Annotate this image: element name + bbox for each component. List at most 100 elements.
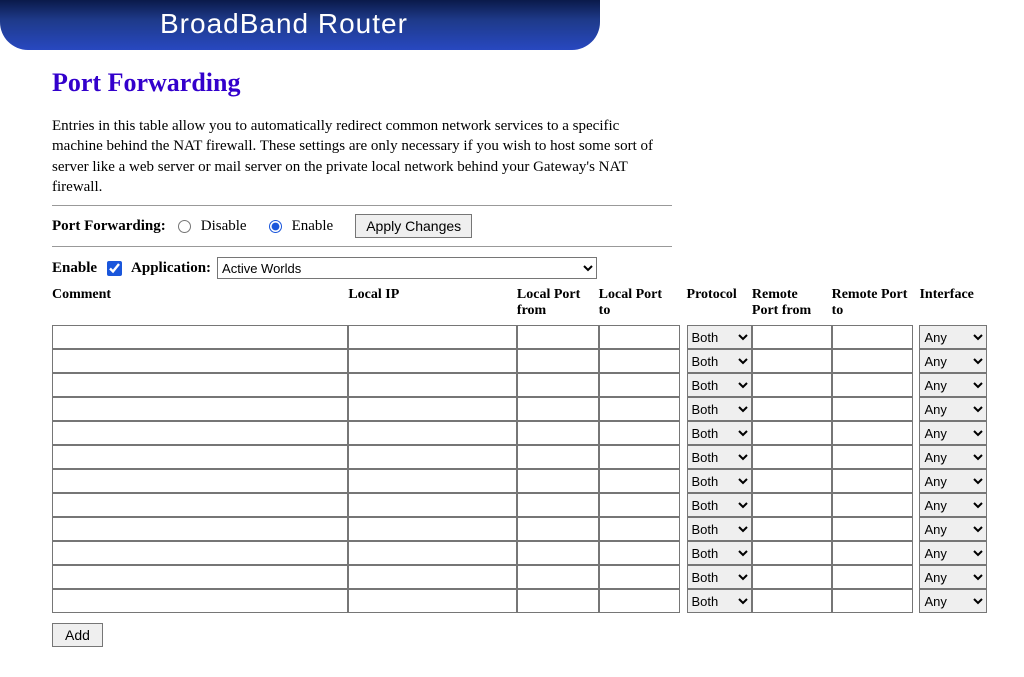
local-port-to-input[interactable] — [599, 469, 681, 493]
local-ip-input[interactable] — [348, 325, 517, 349]
local-port-from-input[interactable] — [517, 517, 599, 541]
local-ip-input[interactable] — [348, 565, 517, 589]
local-port-from-input[interactable] — [517, 589, 599, 613]
add-button[interactable]: Add — [52, 623, 103, 647]
comment-input[interactable] — [52, 589, 348, 613]
local-port-to-input[interactable] — [599, 517, 681, 541]
local-port-from-input[interactable] — [517, 541, 599, 565]
interface-select[interactable]: Any — [919, 397, 987, 421]
local-port-from-input[interactable] — [517, 469, 599, 493]
remote-port-from-input[interactable] — [752, 469, 832, 493]
local-ip-input[interactable] — [348, 493, 517, 517]
remote-port-from-input[interactable] — [752, 421, 832, 445]
local-ip-input[interactable] — [348, 589, 517, 613]
protocol-select[interactable]: Both — [687, 589, 752, 613]
local-ip-input[interactable] — [348, 349, 517, 373]
comment-input[interactable] — [52, 421, 348, 445]
comment-input[interactable] — [52, 445, 348, 469]
interface-select[interactable]: Any — [919, 373, 987, 397]
comment-input[interactable] — [52, 469, 348, 493]
local-ip-input[interactable] — [348, 397, 517, 421]
interface-select[interactable]: Any — [919, 349, 987, 373]
remote-port-to-input[interactable] — [832, 589, 914, 613]
disable-radio[interactable] — [178, 220, 191, 233]
local-port-from-input[interactable] — [517, 325, 599, 349]
protocol-select[interactable]: Both — [687, 325, 752, 349]
interface-select[interactable]: Any — [919, 541, 987, 565]
remote-port-to-input[interactable] — [832, 325, 914, 349]
comment-input[interactable] — [52, 325, 348, 349]
local-port-to-input[interactable] — [599, 493, 681, 517]
comment-input[interactable] — [52, 349, 348, 373]
local-port-from-input[interactable] — [517, 421, 599, 445]
enable-label[interactable]: Enable — [292, 218, 334, 235]
remote-port-to-input[interactable] — [832, 493, 914, 517]
protocol-select[interactable]: Both — [687, 397, 752, 421]
interface-select[interactable]: Any — [919, 325, 987, 349]
local-ip-input[interactable] — [348, 541, 517, 565]
local-port-to-input[interactable] — [599, 373, 681, 397]
local-ip-input[interactable] — [348, 469, 517, 493]
protocol-select[interactable]: Both — [687, 469, 752, 493]
remote-port-to-input[interactable] — [832, 349, 914, 373]
interface-select[interactable]: Any — [919, 589, 987, 613]
local-port-from-input[interactable] — [517, 445, 599, 469]
remote-port-from-input[interactable] — [752, 589, 832, 613]
local-port-from-input[interactable] — [517, 397, 599, 421]
remote-port-from-input[interactable] — [752, 493, 832, 517]
protocol-select[interactable]: Both — [687, 517, 752, 541]
remote-port-from-input[interactable] — [752, 325, 832, 349]
local-port-from-input[interactable] — [517, 373, 599, 397]
local-port-from-input[interactable] — [517, 565, 599, 589]
protocol-select[interactable]: Both — [687, 541, 752, 565]
local-ip-input[interactable] — [348, 373, 517, 397]
enable-checkbox[interactable] — [107, 261, 122, 276]
local-port-to-input[interactable] — [599, 349, 681, 373]
protocol-select[interactable]: Both — [687, 493, 752, 517]
interface-select[interactable]: Any — [919, 469, 987, 493]
comment-input[interactable] — [52, 517, 348, 541]
remote-port-to-input[interactable] — [832, 421, 914, 445]
remote-port-to-input[interactable] — [832, 517, 914, 541]
remote-port-from-input[interactable] — [752, 349, 832, 373]
local-port-from-input[interactable] — [517, 493, 599, 517]
remote-port-to-input[interactable] — [832, 373, 914, 397]
remote-port-to-input[interactable] — [832, 541, 914, 565]
remote-port-from-input[interactable] — [752, 397, 832, 421]
local-ip-input[interactable] — [348, 445, 517, 469]
comment-input[interactable] — [52, 565, 348, 589]
local-port-to-input[interactable] — [599, 421, 681, 445]
comment-input[interactable] — [52, 373, 348, 397]
comment-input[interactable] — [52, 493, 348, 517]
apply-changes-button[interactable]: Apply Changes — [355, 214, 472, 238]
remote-port-from-input[interactable] — [752, 517, 832, 541]
protocol-select[interactable]: Both — [687, 349, 752, 373]
local-port-to-input[interactable] — [599, 541, 681, 565]
interface-select[interactable]: Any — [919, 517, 987, 541]
protocol-select[interactable]: Both — [687, 445, 752, 469]
protocol-select[interactable]: Both — [687, 373, 752, 397]
comment-input[interactable] — [52, 541, 348, 565]
application-select[interactable]: Active Worlds — [217, 257, 597, 279]
protocol-select[interactable]: Both — [687, 421, 752, 445]
remote-port-to-input[interactable] — [832, 445, 914, 469]
interface-select[interactable]: Any — [919, 421, 987, 445]
remote-port-to-input[interactable] — [832, 397, 914, 421]
local-ip-input[interactable] — [348, 517, 517, 541]
local-port-to-input[interactable] — [599, 397, 681, 421]
local-ip-input[interactable] — [348, 421, 517, 445]
remote-port-from-input[interactable] — [752, 541, 832, 565]
interface-select[interactable]: Any — [919, 493, 987, 517]
protocol-select[interactable]: Both — [687, 565, 752, 589]
disable-label[interactable]: Disable — [201, 218, 247, 235]
local-port-to-input[interactable] — [599, 589, 681, 613]
interface-select[interactable]: Any — [919, 445, 987, 469]
remote-port-from-input[interactable] — [752, 373, 832, 397]
remote-port-to-input[interactable] — [832, 469, 914, 493]
comment-input[interactable] — [52, 397, 348, 421]
remote-port-from-input[interactable] — [752, 565, 832, 589]
enable-radio[interactable] — [269, 220, 282, 233]
local-port-from-input[interactable] — [517, 349, 599, 373]
local-port-to-input[interactable] — [599, 325, 681, 349]
remote-port-from-input[interactable] — [752, 445, 832, 469]
